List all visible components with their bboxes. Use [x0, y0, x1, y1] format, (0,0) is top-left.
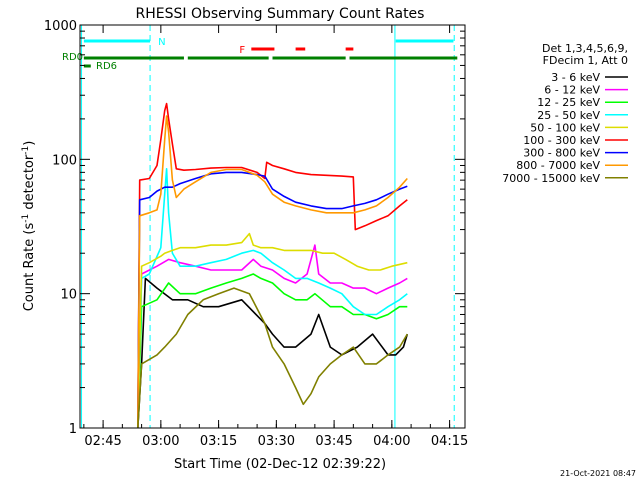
series-line-5	[137, 102, 408, 429]
x-tick-label-6: 04:15	[431, 434, 468, 449]
series-line-0	[137, 277, 409, 429]
x-tick-label-2: 03:15	[200, 434, 237, 449]
state-label-N: N	[158, 37, 165, 48]
legend-label-0: 3 - 6 keV	[551, 71, 600, 84]
legend-title-2: FDecim 1, Att 0	[543, 54, 628, 67]
y-tick-label-1: 10	[60, 288, 77, 303]
y-axis-label-sup1: -1	[21, 214, 31, 223]
y-axis: 1 10 100 1000	[44, 19, 465, 437]
y-tick-label-0: 1	[69, 422, 77, 437]
state-label-RD6: RD6	[96, 61, 117, 72]
series-line-3	[137, 168, 408, 429]
x-tick-label-5: 04:00	[373, 434, 410, 449]
series-line-1	[137, 244, 408, 429]
y-axis-label: Count Rate (s-1 detector-1)	[21, 141, 37, 312]
x-tick-label-4: 03:45	[315, 434, 352, 449]
timestamp: 21-Oct-2021 08:47	[560, 469, 636, 478]
legend-label-8: 7000 - 15000 keV	[502, 172, 600, 185]
legend-label-1: 6 - 12 keV	[544, 84, 600, 97]
state-label-RD0: RD0	[62, 52, 83, 63]
x-tick-label-0: 02:45	[84, 434, 121, 449]
x-axis: 02:45 03:00 03:15 03:30 03:45 04:00 04:15	[83, 25, 468, 449]
series-line-6	[137, 171, 408, 429]
series-line-4	[137, 232, 408, 429]
legend-label-3: 25 - 50 keV	[537, 109, 600, 122]
plot-frame	[79, 24, 466, 429]
legend-label-7: 800 - 7000 keV	[516, 159, 600, 172]
legend-label-2: 12 - 25 keV	[537, 96, 600, 109]
state-label-F: F	[239, 45, 245, 56]
chart-title: RHESSI Observing Summary Count Rates	[136, 6, 425, 22]
x-axis-label: Start Time (02-Dec-12 02:39:22)	[174, 457, 386, 472]
legend-label-5: 100 - 300 keV	[523, 134, 600, 147]
x-tick-label-3: 03:30	[258, 434, 295, 449]
y-axis-label-main: Count Rate (s	[22, 223, 37, 312]
legend-label-4: 50 - 100 keV	[530, 121, 600, 134]
series-line-7	[137, 115, 408, 429]
legend-title-1: Det 1,3,4,5,6,9,	[542, 42, 628, 55]
y-axis-label-sup2: -1	[21, 146, 31, 155]
y-tick-label-3: 1000	[44, 19, 77, 34]
legend-label-6: 300 - 800 keV	[523, 147, 600, 160]
x-tick-label-1: 03:00	[142, 434, 179, 449]
plot-area: N F RD0 RD6	[62, 25, 458, 429]
y-tick-label-2: 100	[52, 153, 77, 168]
y-axis-label-end: )	[22, 141, 37, 146]
series-line-8	[137, 287, 408, 429]
y-axis-label-mid: detector	[22, 154, 37, 214]
